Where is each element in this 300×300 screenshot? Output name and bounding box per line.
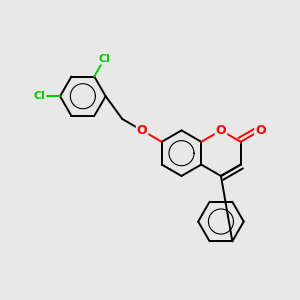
Text: O: O	[216, 124, 226, 137]
Text: O: O	[255, 124, 266, 137]
Text: Cl: Cl	[99, 54, 110, 64]
Text: O: O	[137, 124, 147, 137]
Text: Cl: Cl	[34, 91, 46, 101]
